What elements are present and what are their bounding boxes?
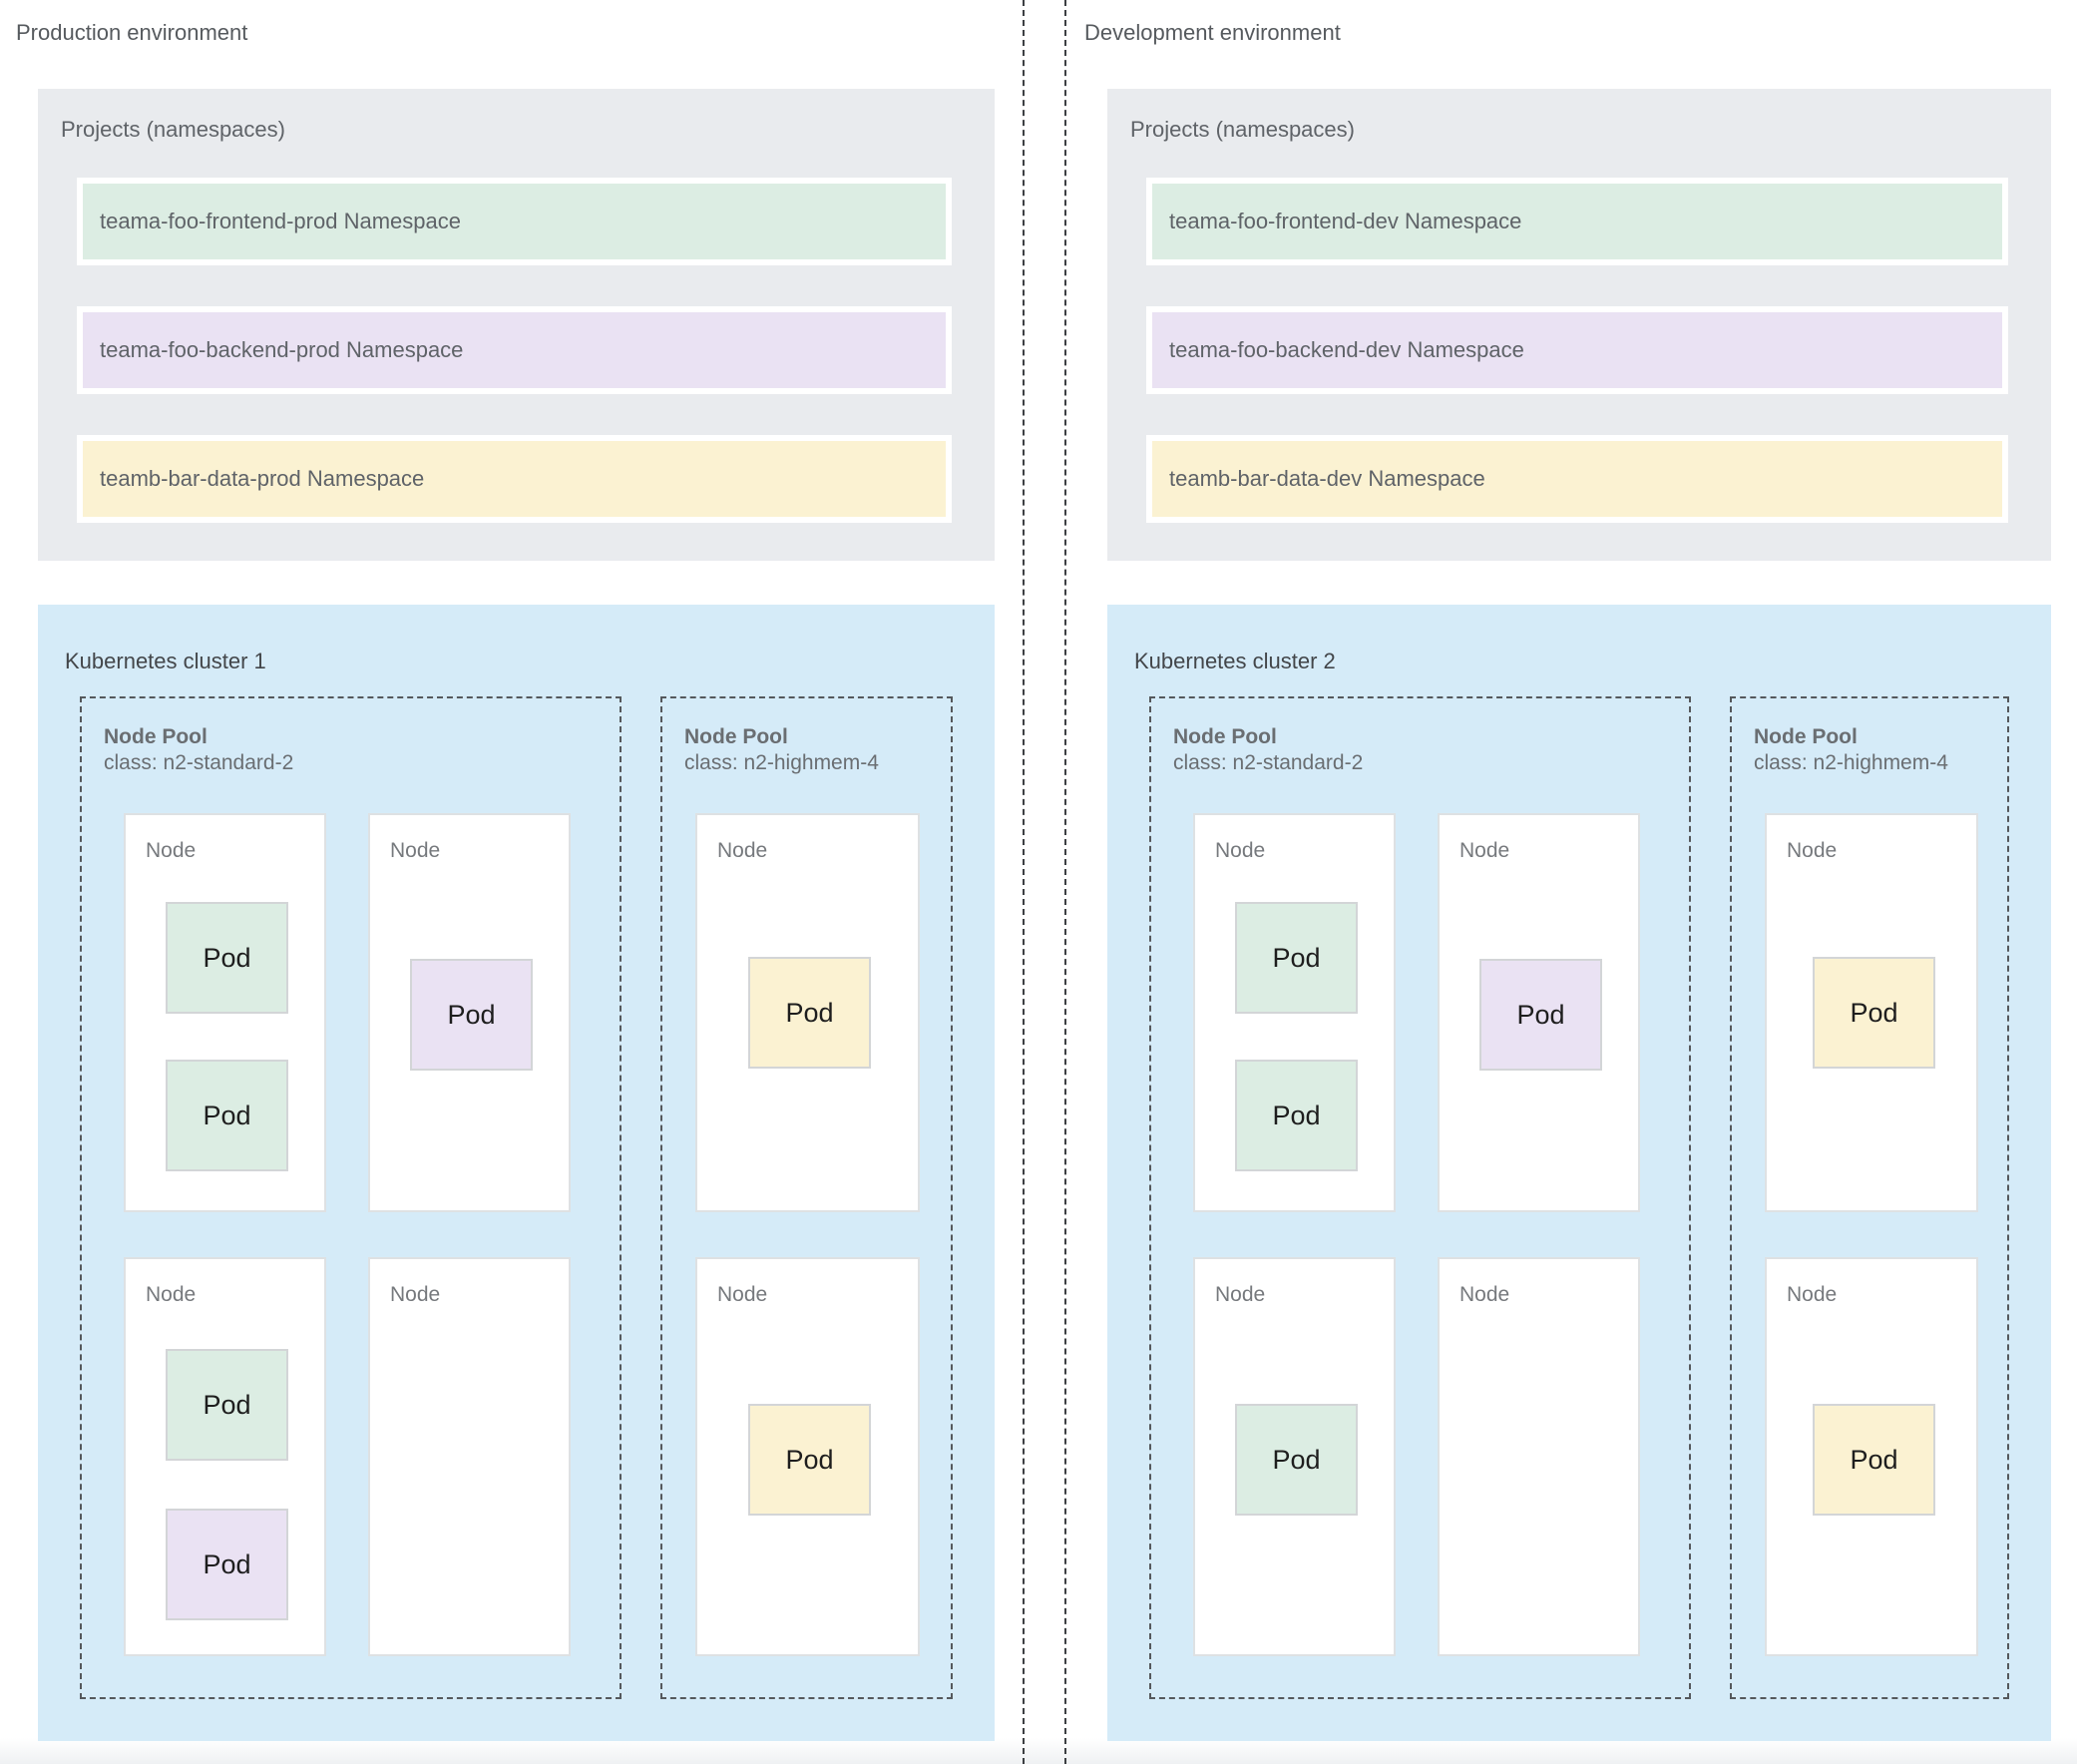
node-pool-class: class: n2-highmem-4	[1754, 751, 1948, 774]
pod-label: Pod	[203, 1100, 251, 1130]
pod: Pod	[1235, 902, 1358, 1014]
development-environment: Development environment Projects (namesp…	[1064, 0, 2077, 1764]
namespace-label: teama-foo-backend-prod Namespace	[100, 337, 464, 362]
node-pool-class: class: n2-standard-2	[1173, 751, 1364, 774]
node-pool-highmem: Node Pool class: n2-highmem-4 Node Pod N…	[660, 696, 953, 1699]
pod: Pod	[748, 957, 871, 1069]
node-pool-class: class: n2-standard-2	[104, 751, 294, 774]
pod-label: Pod	[1272, 1444, 1321, 1475]
kubernetes-cluster-box: Kubernetes cluster 1 Node Pool class: n2…	[38, 605, 995, 1741]
namespace-box: teama-foo-frontend-prod Namespace	[77, 178, 952, 265]
node: Node Pod	[1765, 813, 1978, 1212]
namespace-box: teamb-bar-data-dev Namespace	[1146, 435, 2008, 523]
node-label: Node	[146, 839, 197, 862]
node-pool-title: Node Pool	[684, 725, 788, 748]
production-environment: Production environment Projects (namespa…	[0, 0, 1023, 1764]
node-pool-standard: Node Pool class: n2-standard-2 Node Pod …	[80, 696, 622, 1699]
node-empty: Node	[1438, 1257, 1640, 1656]
projects-box-label: Projects (namespaces)	[61, 117, 285, 142]
node-label: Node	[1215, 1283, 1266, 1306]
environment-divider-line	[1023, 0, 1025, 1764]
environment-label: Development environment	[1084, 20, 1341, 45]
node-pool-highmem: Node Pool class: n2-highmem-4 Node Pod N…	[1730, 696, 2009, 1699]
node-pool-title: Node Pool	[1173, 725, 1277, 748]
pod: Pod	[1813, 957, 1935, 1069]
pod: Pod	[410, 959, 533, 1071]
node-label: Node	[717, 839, 768, 862]
projects-namespaces-box: Projects (namespaces) teama-foo-frontend…	[38, 89, 995, 561]
node-pool-class: class: n2-highmem-4	[684, 751, 879, 774]
node: Node Pod Pod	[1193, 813, 1396, 1212]
namespace-data-prod: teamb-bar-data-prod Namespace	[83, 441, 946, 517]
node-label: Node	[390, 839, 441, 862]
pod-label: Pod	[785, 997, 834, 1028]
node-label: Node	[146, 1283, 197, 1306]
projects-box-label: Projects (namespaces)	[1130, 117, 1355, 142]
pod-label: Pod	[1272, 942, 1321, 973]
environment-divider-line	[1064, 0, 1066, 1764]
pod: Pod	[1235, 1404, 1358, 1516]
namespace-box: teama-foo-backend-dev Namespace	[1146, 306, 2008, 394]
cluster-label: Kubernetes cluster 1	[65, 649, 266, 673]
node-pool-title: Node Pool	[1754, 725, 1858, 748]
namespace-label: teamb-bar-data-dev Namespace	[1169, 466, 1485, 491]
pod: Pod	[1479, 959, 1602, 1071]
pod-label: Pod	[203, 942, 251, 973]
namespace-label: teamb-bar-data-prod Namespace	[100, 466, 425, 491]
namespace-frontend-prod: teama-foo-frontend-prod Namespace	[83, 184, 946, 259]
cluster-label: Kubernetes cluster 2	[1134, 649, 1336, 673]
projects-namespaces-box: Projects (namespaces) teama-foo-frontend…	[1107, 89, 2051, 561]
namespace-box: teamb-bar-data-prod Namespace	[77, 435, 952, 523]
node-label: Node	[1459, 839, 1510, 862]
pod-label: Pod	[785, 1444, 834, 1475]
node-label: Node	[1215, 839, 1266, 862]
pod-label: Pod	[203, 1548, 251, 1579]
namespace-label: teama-foo-backend-dev Namespace	[1169, 337, 1524, 362]
pod: Pod	[166, 1060, 288, 1171]
node-pool-standard: Node Pool class: n2-standard-2 Node Pod …	[1149, 696, 1691, 1699]
pod: Pod	[1813, 1404, 1935, 1516]
pod-label: Pod	[447, 999, 496, 1030]
pod: Pod	[166, 902, 288, 1014]
namespace-label: teama-foo-frontend-prod Namespace	[100, 209, 461, 233]
namespace-box: teama-foo-backend-prod Namespace	[77, 306, 952, 394]
pod: Pod	[1235, 1060, 1358, 1171]
node: Node Pod	[368, 813, 571, 1212]
node: Node Pod	[1765, 1257, 1978, 1656]
node-pool-title: Node Pool	[104, 725, 208, 748]
node: Node Pod Pod	[124, 1257, 326, 1656]
pod-label: Pod	[1272, 1100, 1321, 1130]
node: Node Pod	[695, 813, 920, 1212]
pod-label: Pod	[1850, 997, 1898, 1028]
namespace-backend-dev: teama-foo-backend-dev Namespace	[1152, 312, 2002, 388]
node: Node Pod	[1193, 1257, 1396, 1656]
environment-label: Production environment	[16, 20, 248, 45]
node: Node Pod Pod	[124, 813, 326, 1212]
node: Node Pod	[695, 1257, 920, 1656]
pod: Pod	[166, 1349, 288, 1461]
node: Node Pod	[1438, 813, 1640, 1212]
pod: Pod	[166, 1509, 288, 1620]
namespace-label: teama-foo-frontend-dev Namespace	[1169, 209, 1522, 233]
namespace-frontend-dev: teama-foo-frontend-dev Namespace	[1152, 184, 2002, 259]
node-empty: Node	[368, 1257, 571, 1656]
pod-label: Pod	[1850, 1444, 1898, 1475]
namespace-backend-prod: teama-foo-backend-prod Namespace	[83, 312, 946, 388]
node-label: Node	[390, 1283, 441, 1306]
node-label: Node	[717, 1283, 768, 1306]
node-label: Node	[1787, 1283, 1838, 1306]
namespace-data-dev: teamb-bar-data-dev Namespace	[1152, 441, 2002, 517]
pod-label: Pod	[1516, 999, 1565, 1030]
node-label: Node	[1459, 1283, 1510, 1306]
node-label: Node	[1787, 839, 1838, 862]
pod-label: Pod	[203, 1389, 251, 1420]
pod: Pod	[748, 1404, 871, 1516]
kubernetes-cluster-box: Kubernetes cluster 2 Node Pool class: n2…	[1107, 605, 2051, 1741]
namespace-box: teama-foo-frontend-dev Namespace	[1146, 178, 2008, 265]
